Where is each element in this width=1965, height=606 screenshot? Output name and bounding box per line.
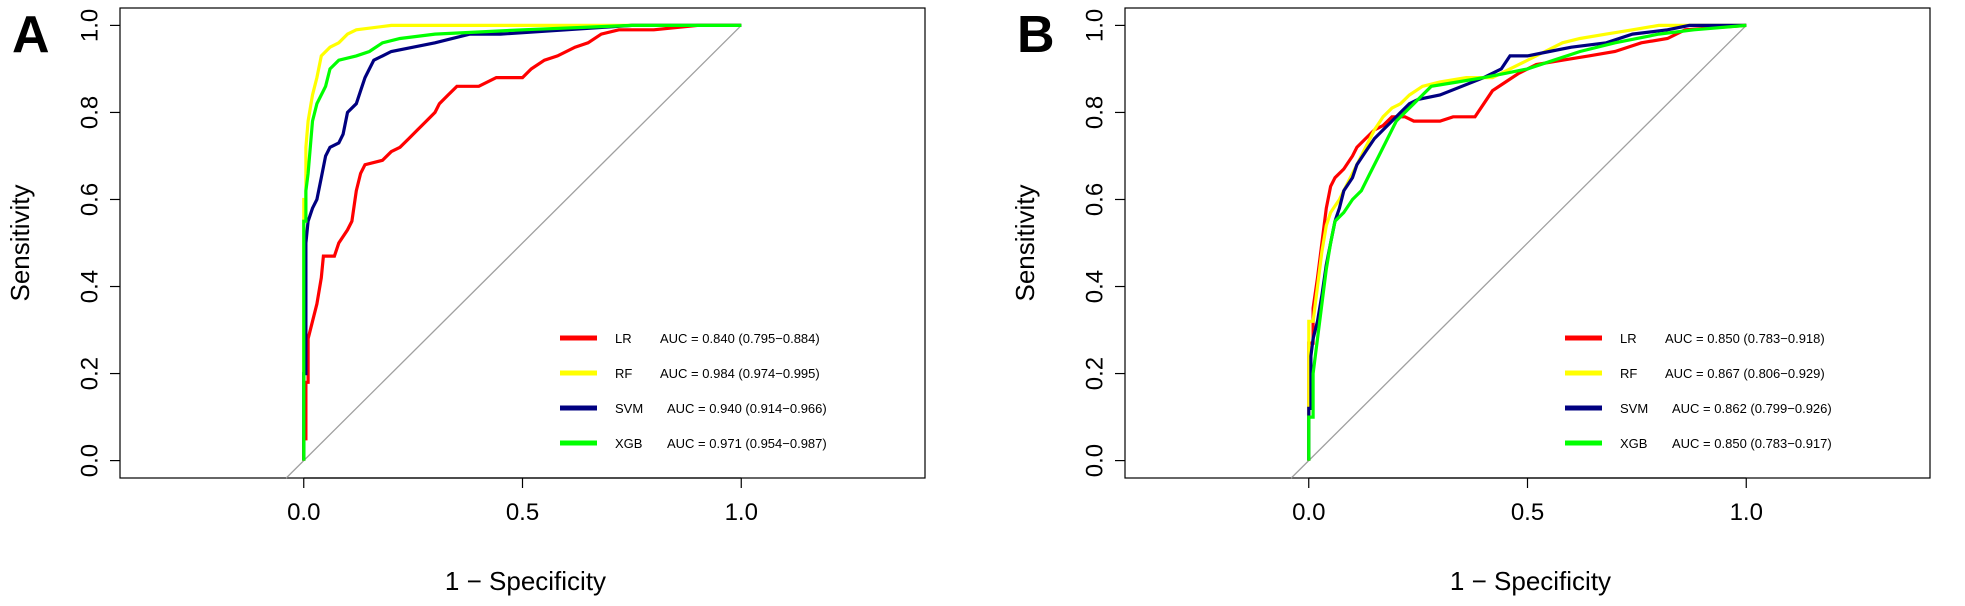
legend-auc: AUC = 0.840 (0.795−0.884) [660,331,820,346]
x-tick-label: 1.0 [725,499,758,526]
legend-auc: AUC = 0.867 (0.806−0.929) [1665,366,1825,381]
roc-curve-xgb [302,23,742,461]
roc-curve-xgb [1307,23,1747,461]
y-tick-label: 0.0 [77,444,104,477]
y-tick-label: 0.2 [1082,357,1109,390]
legend-auc: AUC = 0.850 (0.783−0.917) [1672,436,1832,451]
roc-curve-lr [302,23,742,461]
y-tick-label: 0.4 [77,270,104,303]
legend-auc: AUC = 0.984 (0.974−0.995) [660,366,820,381]
y-tick-label: 0.2 [77,357,104,390]
y-axis-title: Sensitivity [5,184,35,301]
legend-name: XGB [615,436,642,451]
legend-auc: AUC = 0.850 (0.783−0.918) [1665,331,1825,346]
x-tick-label: 0.5 [1511,499,1544,526]
panel-label: A [12,6,50,64]
y-tick-label: 0.6 [77,183,104,216]
legend-auc: AUC = 0.862 (0.799−0.926) [1672,401,1832,416]
y-tick-label: 0.0 [1082,444,1109,477]
legend-name: RF [615,366,632,381]
y-axis-title: Sensitivity [1010,184,1040,301]
legend-name: LR [615,331,632,346]
y-tick-label: 0.8 [77,96,104,129]
y-tick-label: 1.0 [77,9,104,42]
legend-name: RF [1620,366,1637,381]
roc-chart-b: 0.0 0.5 1.0 0.0 0.2 0.4 0.6 0.8 1.0 1 − Specifici… [1010,6,1931,596]
roc-chart-a: 0.0 0.5 1.0 0.0 0.2 0.4 0.6 0.8 1.0 1 − Specifici… [5,6,926,596]
roc-curve-svm [1307,23,1747,461]
y-tick-label: 1.0 [1082,9,1109,42]
legend-auc: AUC = 0.971 (0.954−0.987) [667,436,827,451]
roc-curve-lr [1307,23,1747,461]
x-tick-label: 0.0 [287,499,320,526]
y-tick-label: 0.6 [1082,183,1109,216]
roc-curve-rf [1307,23,1747,461]
reference-diagonal [1290,24,1747,479]
reference-diagonal [285,24,742,479]
legend-name: SVM [1620,401,1648,416]
panel-label: B [1017,6,1055,64]
x-tick-label: 1.0 [1730,499,1763,526]
x-axis-title: 1 − Specificity [445,566,606,596]
legend-name: LR [1620,331,1637,346]
y-tick-label: 0.8 [1082,96,1109,129]
x-tick-label: 0.0 [1292,499,1325,526]
legend-name: XGB [1620,436,1647,451]
legend-auc: AUC = 0.940 (0.914−0.966) [667,401,827,416]
y-tick-label: 0.4 [1082,270,1109,303]
legend-name: SVM [615,401,643,416]
roc-panel-a: 0.0 0.5 1.0 0.0 0.2 0.4 0.6 0.8 1.0 1 − Specifici… [0,0,960,606]
roc-curve-svm [302,23,742,461]
x-axis-title: 1 − Specificity [1450,566,1611,596]
roc-panel-b: 0.0 0.5 1.0 0.0 0.2 0.4 0.6 0.8 1.0 1 − Specifici… [1005,0,1965,606]
x-tick-label: 0.5 [506,499,539,526]
